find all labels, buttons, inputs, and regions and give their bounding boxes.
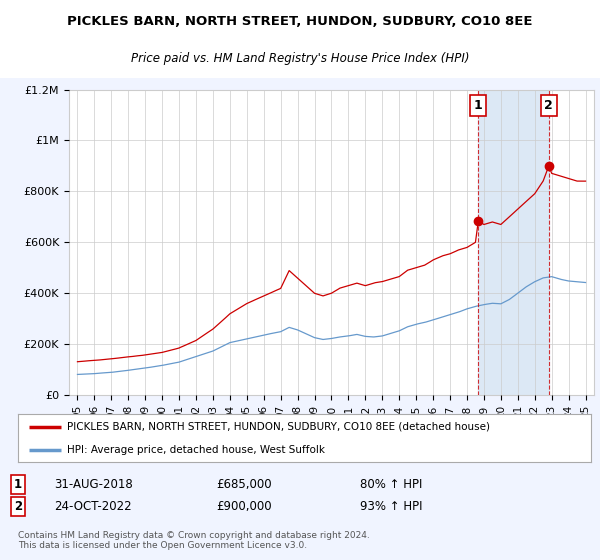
Text: PICKLES BARN, NORTH STREET, HUNDON, SUDBURY, CO10 8EE: PICKLES BARN, NORTH STREET, HUNDON, SUDB… — [67, 16, 533, 29]
Text: Contains HM Land Registry data © Crown copyright and database right 2024.
This d: Contains HM Land Registry data © Crown c… — [18, 530, 370, 550]
Bar — [478, 90, 549, 395]
Text: 1: 1 — [14, 478, 22, 491]
Text: 93% ↑ HPI: 93% ↑ HPI — [360, 500, 422, 514]
Text: 2: 2 — [14, 500, 22, 514]
Text: 2: 2 — [544, 99, 553, 112]
Text: 24-OCT-2022: 24-OCT-2022 — [54, 500, 131, 514]
Text: HPI: Average price, detached house, West Suffolk: HPI: Average price, detached house, West… — [67, 445, 325, 455]
Text: 80% ↑ HPI: 80% ↑ HPI — [360, 478, 422, 491]
Text: £900,000: £900,000 — [216, 500, 272, 514]
Text: PICKLES BARN, NORTH STREET, HUNDON, SUDBURY, CO10 8EE (detached house): PICKLES BARN, NORTH STREET, HUNDON, SUDB… — [67, 422, 490, 432]
Text: £685,000: £685,000 — [216, 478, 272, 491]
Text: Price paid vs. HM Land Registry's House Price Index (HPI): Price paid vs. HM Land Registry's House … — [131, 52, 469, 66]
Text: 1: 1 — [474, 99, 483, 112]
Text: 31-AUG-2018: 31-AUG-2018 — [54, 478, 133, 491]
